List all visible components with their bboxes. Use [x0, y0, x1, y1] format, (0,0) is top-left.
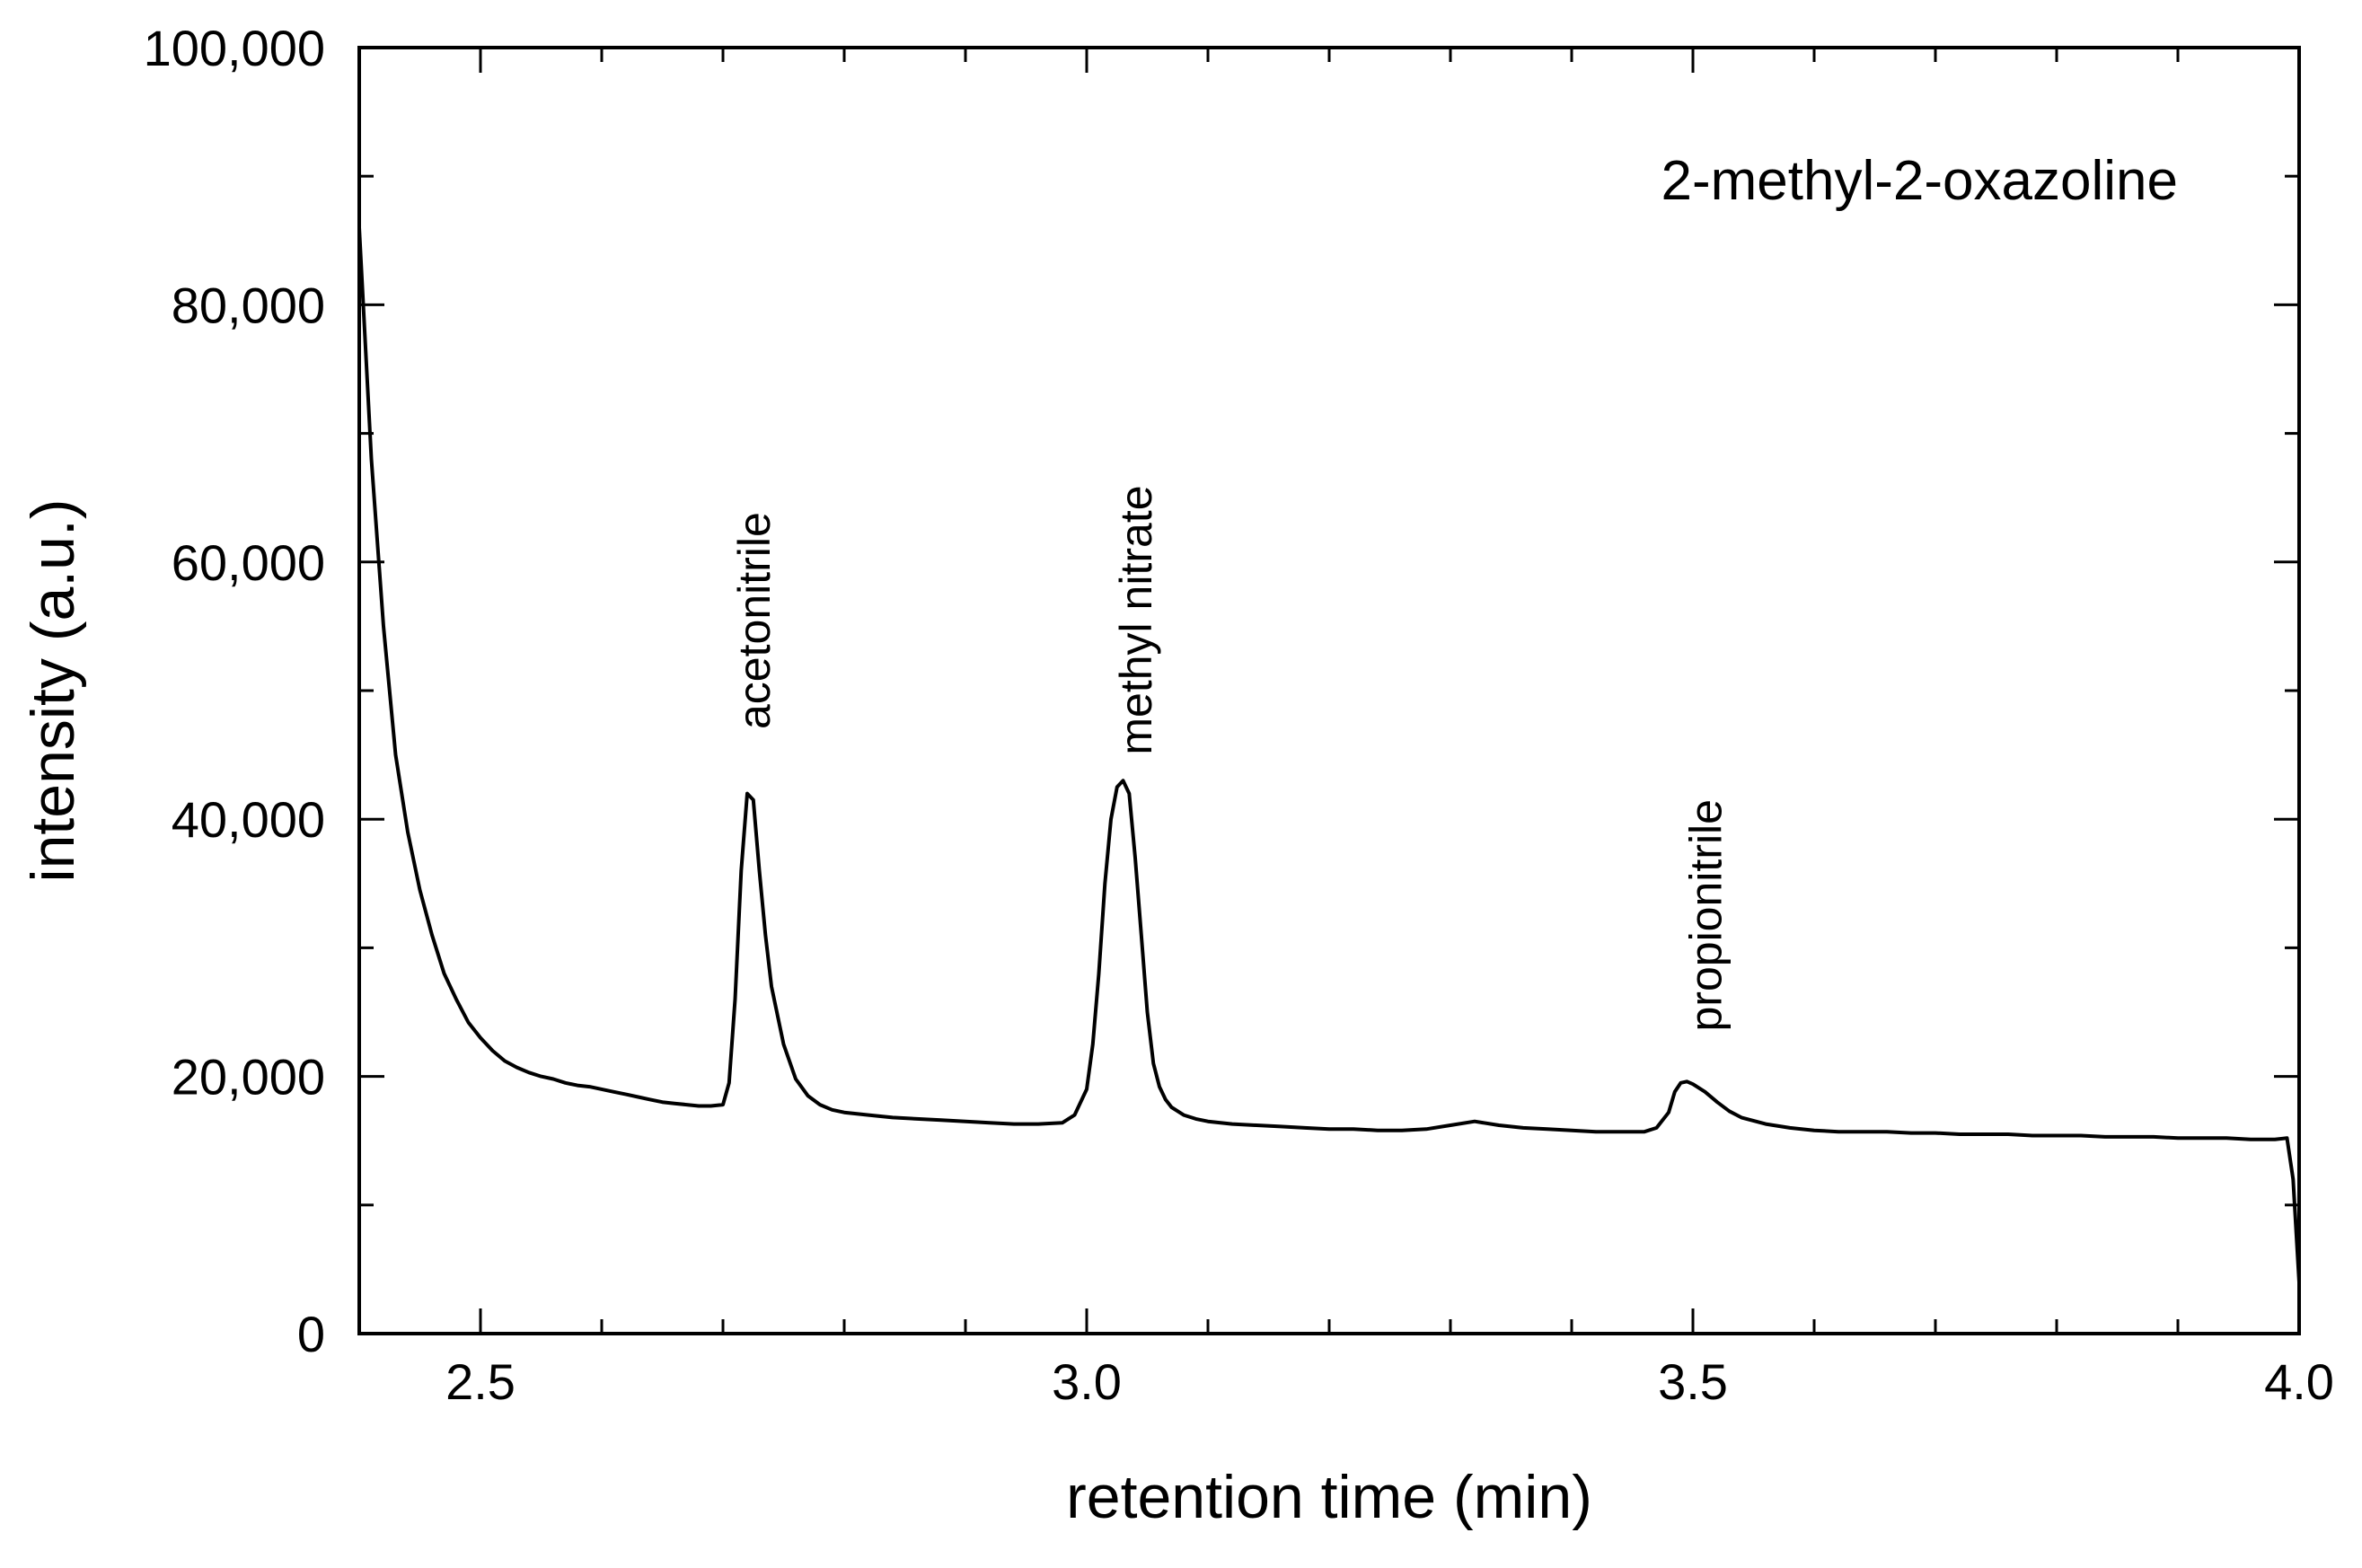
peak-labels: acetonitrile methyl nitrate propionitrile: [729, 485, 1732, 1031]
y-tick-label: 0: [297, 1306, 325, 1362]
x-tick-label: 2.5: [445, 1353, 516, 1410]
x-tick-label: 3.5: [1658, 1353, 1728, 1410]
peak-label: propionitrile: [1681, 799, 1732, 1031]
compound-title: 2-methyl-2-oxazoline: [1661, 150, 2178, 212]
y-tick-label: 80,000: [172, 277, 325, 333]
y-axis-tick-labels: 0 20,000 40,000 60,000 80,000 100,000: [144, 20, 325, 1362]
y-tick-label: 20,000: [172, 1049, 325, 1106]
y-tick-label: 60,000: [172, 534, 325, 591]
chromatogram-line: [357, 227, 2301, 1282]
plot-frame: [357, 46, 2301, 1335]
x-axis-tick-labels: 2.5 3.0 3.5 4.0: [445, 1353, 2334, 1410]
peak-label: acetonitrile: [729, 512, 780, 729]
x-tick-label: 3.0: [1052, 1353, 1122, 1410]
y-tick-label: 100,000: [144, 20, 325, 76]
x-tick-label: 4.0: [2264, 1353, 2334, 1410]
peak-label: methyl nitrate: [1111, 485, 1161, 754]
x-axis-ticks: [479, 48, 2301, 1334]
y-tick-label: 40,000: [172, 791, 325, 848]
x-axis-title: retention time (min): [1066, 1463, 1592, 1531]
y-axis-ticks: [359, 174, 2299, 1207]
y-axis-title: intensity (a.u.): [19, 498, 87, 882]
